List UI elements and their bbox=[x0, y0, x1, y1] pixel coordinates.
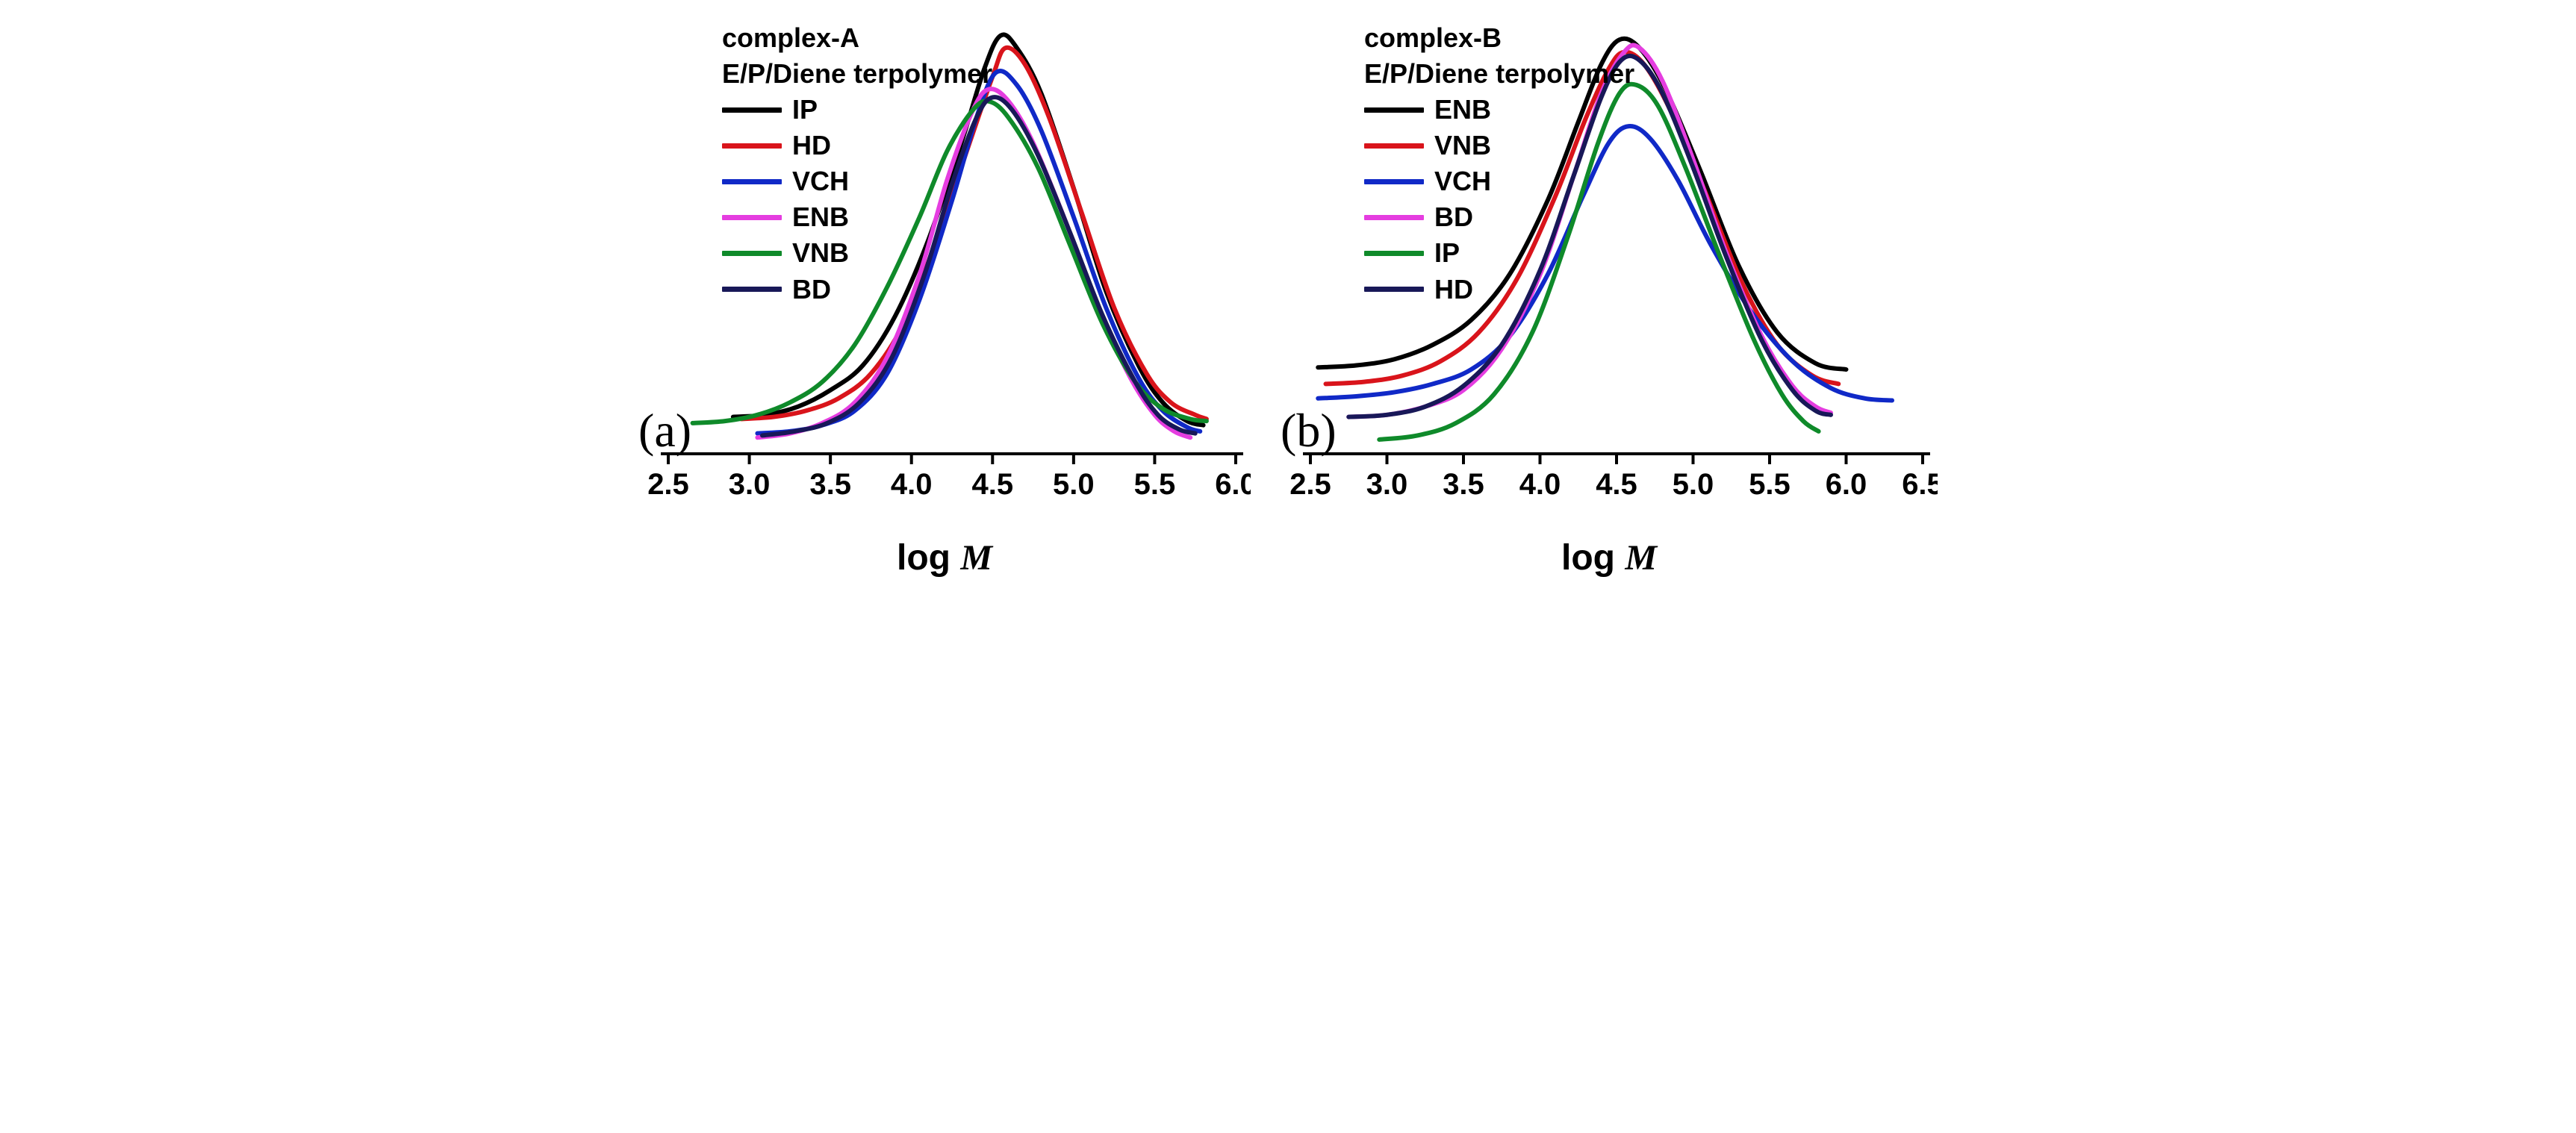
legend-label: IP bbox=[792, 93, 818, 127]
legend-label: VNB bbox=[792, 236, 849, 270]
xtick-label: 3.0 bbox=[1366, 468, 1408, 501]
xtick-label: 5.0 bbox=[1053, 468, 1095, 501]
panel-a-legend-title-2: E/P/Diene terpolymer bbox=[722, 57, 992, 91]
panel-b-legend-items: ENBVNBVCHBDIPHD bbox=[1364, 93, 1634, 306]
panel-a-legend: complex-A E/P/Diene terpolymer IPHDVCHEN… bbox=[722, 21, 992, 308]
panel-b-legend-title-1: complex-B bbox=[1364, 21, 1634, 55]
panel-b-xlabel: log M bbox=[1281, 537, 1938, 578]
panel-b-xlabel-italic: M bbox=[1625, 538, 1657, 578]
xtick-label: 5.5 bbox=[1134, 468, 1176, 501]
xtick-label: 5.5 bbox=[1749, 468, 1791, 501]
legend-label: HD bbox=[1434, 272, 1473, 307]
panel-b-legend-title-2: E/P/Diene terpolymer bbox=[1364, 57, 1634, 91]
xtick-label: 5.0 bbox=[1673, 468, 1714, 501]
xtick-label: 6.0 bbox=[1215, 468, 1251, 501]
xtick-label: 6.0 bbox=[1826, 468, 1867, 501]
legend-row-vch: VCH bbox=[722, 164, 992, 199]
panel-a-legend-items: IPHDVCHENBVNBBD bbox=[722, 93, 992, 306]
xtick-label: 3.5 bbox=[809, 468, 851, 501]
legend-swatch bbox=[1364, 143, 1424, 149]
xtick-label: 2.5 bbox=[647, 468, 689, 501]
legend-row-vnb: VNB bbox=[722, 236, 992, 270]
legend-row-hd: HD bbox=[722, 128, 992, 163]
legend-label: ENB bbox=[1434, 93, 1491, 127]
legend-label: BD bbox=[792, 272, 831, 307]
figure-container: 2.5 3.0 3.5 4.0 4.5 5.0 5.5 6.0 (a) complex-A E… bbox=[15, 15, 2561, 578]
panel-a-xlabel-prefix: log bbox=[897, 538, 960, 578]
legend-row-bd: BD bbox=[1364, 200, 1634, 234]
legend-swatch bbox=[722, 251, 782, 256]
legend-swatch bbox=[722, 215, 782, 220]
legend-swatch bbox=[722, 107, 782, 113]
legend-swatch bbox=[722, 179, 782, 184]
legend-swatch bbox=[1364, 215, 1424, 220]
legend-row-ip: IP bbox=[1364, 236, 1634, 270]
legend-label: VCH bbox=[792, 164, 849, 199]
legend-row-bd: BD bbox=[722, 272, 992, 307]
xtick-label: 2.5 bbox=[1289, 468, 1331, 501]
legend-swatch bbox=[722, 287, 782, 292]
xtick-label: 4.5 bbox=[1596, 468, 1637, 501]
legend-row-ip: IP bbox=[722, 93, 992, 127]
xtick-label: 3.5 bbox=[1443, 468, 1484, 501]
legend-label: BD bbox=[1434, 200, 1473, 234]
legend-label: ENB bbox=[792, 200, 849, 234]
panel-a: 2.5 3.0 3.5 4.0 4.5 5.0 5.5 6.0 (a) complex-A E… bbox=[638, 15, 1251, 578]
legend-label: HD bbox=[792, 128, 831, 163]
panel-b-label: (b) bbox=[1281, 403, 1337, 458]
xtick-label: 4.0 bbox=[891, 468, 933, 501]
xtick-label: 3.0 bbox=[729, 468, 771, 501]
xtick-label: 4.0 bbox=[1519, 468, 1561, 501]
panel-a-label: (a) bbox=[638, 403, 691, 458]
legend-label: VCH bbox=[1434, 164, 1491, 199]
legend-row-vnb: VNB bbox=[1364, 128, 1634, 163]
panel-b-xlabel-prefix: log bbox=[1561, 538, 1625, 578]
xtick-label: 6.5 bbox=[1902, 468, 1938, 501]
panel-a-legend-title-1: complex-A bbox=[722, 21, 992, 55]
panel-a-xlabel-italic: M bbox=[960, 538, 992, 578]
legend-swatch bbox=[722, 143, 782, 149]
legend-label: IP bbox=[1434, 236, 1460, 270]
legend-row-enb: ENB bbox=[722, 200, 992, 234]
legend-row-enb: ENB bbox=[1364, 93, 1634, 127]
legend-swatch bbox=[1364, 251, 1424, 256]
xtick-label: 4.5 bbox=[971, 468, 1013, 501]
panel-b: 2.5 3.0 3.5 4.0 4.5 5.0 5.5 6.0 6.5 (b) complex-… bbox=[1281, 15, 1938, 578]
legend-label: VNB bbox=[1434, 128, 1491, 163]
legend-swatch bbox=[1364, 179, 1424, 184]
panel-a-xlabel: log M bbox=[638, 537, 1251, 578]
legend-row-hd: HD bbox=[1364, 272, 1634, 307]
panel-b-legend: complex-B E/P/Diene terpolymer ENBVNBVCH… bbox=[1364, 21, 1634, 308]
legend-swatch bbox=[1364, 107, 1424, 113]
legend-swatch bbox=[1364, 287, 1424, 292]
legend-row-vch: VCH bbox=[1364, 164, 1634, 199]
